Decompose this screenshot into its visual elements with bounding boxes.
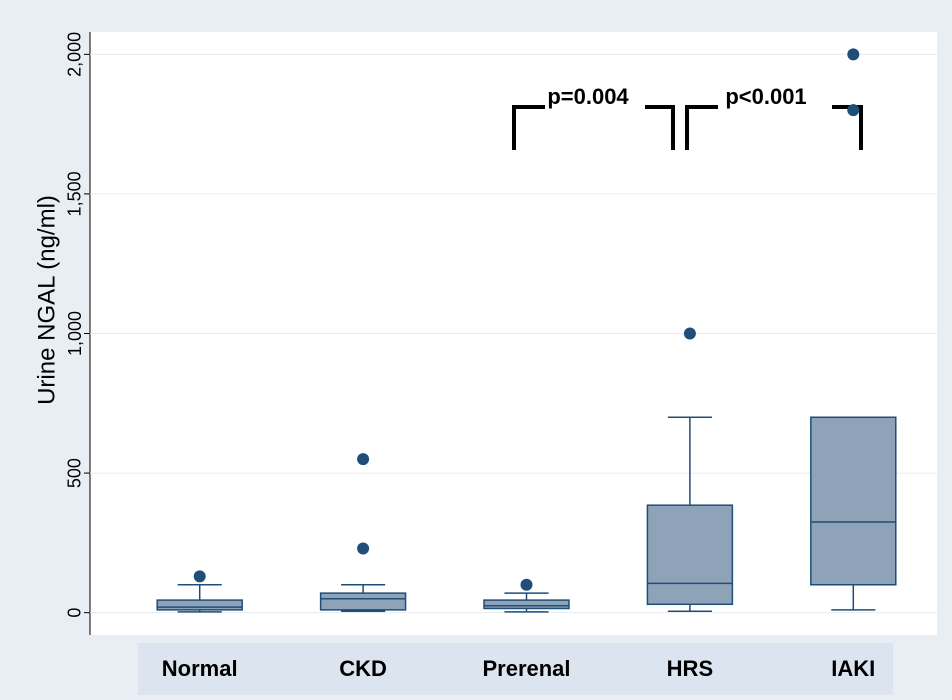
x-tick-label: CKD [339,656,387,681]
y-tick-label: 1,500 [65,171,85,216]
box [810,416,897,586]
outlier [847,104,860,117]
outlier [193,570,206,583]
outlier [357,453,370,466]
y-axis-label: Urine NGAL (ng/ml) [33,195,60,405]
x-tick-label: Prerenal [482,656,570,681]
x-tick-label: IAKI [831,656,875,681]
annotation: p=0.004 [547,84,629,109]
bracket [685,105,863,150]
y-tick-label: 2,000 [65,32,85,77]
y-tick-label: 1,000 [65,311,85,356]
box [156,599,243,611]
box [319,592,407,611]
outlier [847,48,860,61]
outlier [520,578,533,591]
outlier [683,327,696,340]
x-tick-label: HRS [667,656,713,681]
y-tick-label: 500 [65,458,85,488]
bracket [512,105,675,150]
annotation: p<0.001 [725,84,806,109]
y-tick-label: 0 [65,608,85,618]
outlier [357,542,370,555]
category-band [138,643,893,695]
box [483,599,570,610]
x-tick-label: Normal [162,656,238,681]
box [646,504,734,606]
